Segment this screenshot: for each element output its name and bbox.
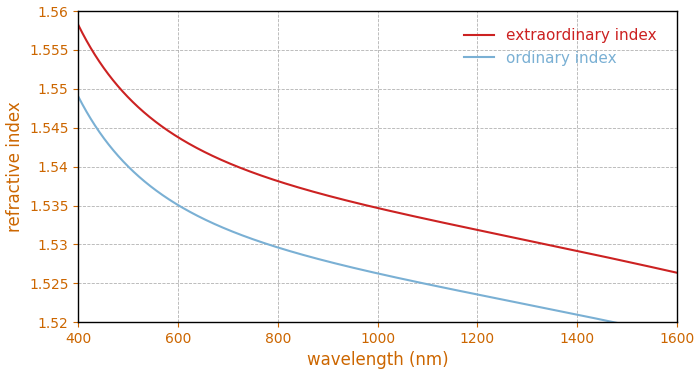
X-axis label: wavelength (nm): wavelength (nm) [307,351,449,369]
Y-axis label: refractive index: refractive index [6,101,24,232]
Legend: extraordinary index, ordinary index: extraordinary index, ordinary index [458,22,663,72]
